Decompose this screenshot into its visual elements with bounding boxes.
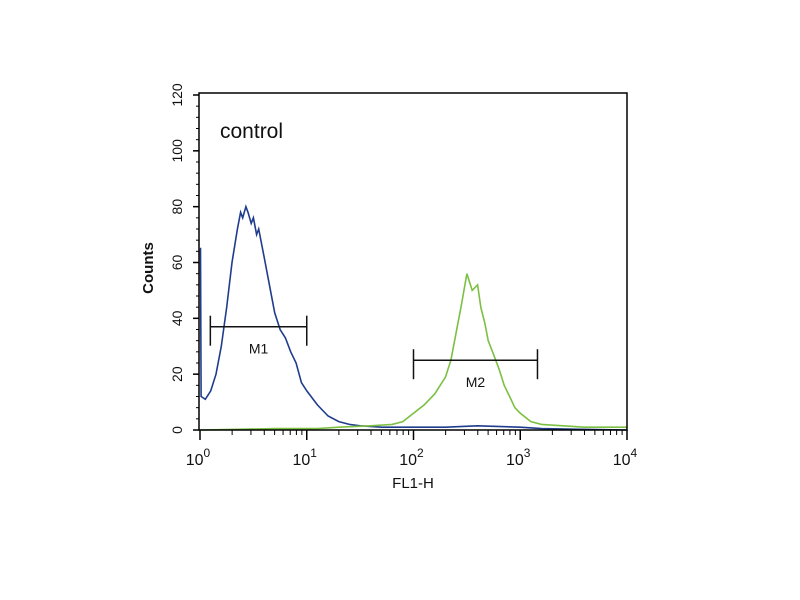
series-blue-line <box>199 204 628 431</box>
x-tick-label: 101 <box>293 446 318 469</box>
markers-layer: M1 M2 <box>209 315 539 390</box>
y-tick-label: 60 <box>169 255 185 271</box>
marker-m2-label: M2 <box>466 374 486 390</box>
x-tick-label: 102 <box>399 446 424 469</box>
y-tick-label: 40 <box>169 310 185 326</box>
axes: 0 20 40 60 80 100 120 100 101 102 103 104 <box>169 83 638 469</box>
y-tick-label: 80 <box>169 199 185 215</box>
y-tick-label: 20 <box>169 366 185 382</box>
x-tick-label: 100 <box>186 446 211 469</box>
y-tick-label: 120 <box>169 83 185 107</box>
y-tick-label: 100 <box>169 139 185 163</box>
y-axis-label: Counts <box>140 242 157 294</box>
x-axis-label: FL1-H <box>392 475 434 492</box>
series-green-line <box>199 273 627 431</box>
control-annotation: control <box>220 120 283 143</box>
series-layer <box>199 204 628 431</box>
x-tick-label: 103 <box>506 446 531 469</box>
y-tick-label: 0 <box>169 426 185 434</box>
x-tick-label: 104 <box>613 446 638 469</box>
plot-frame <box>198 92 628 431</box>
marker-m1-label: M1 <box>249 341 269 357</box>
